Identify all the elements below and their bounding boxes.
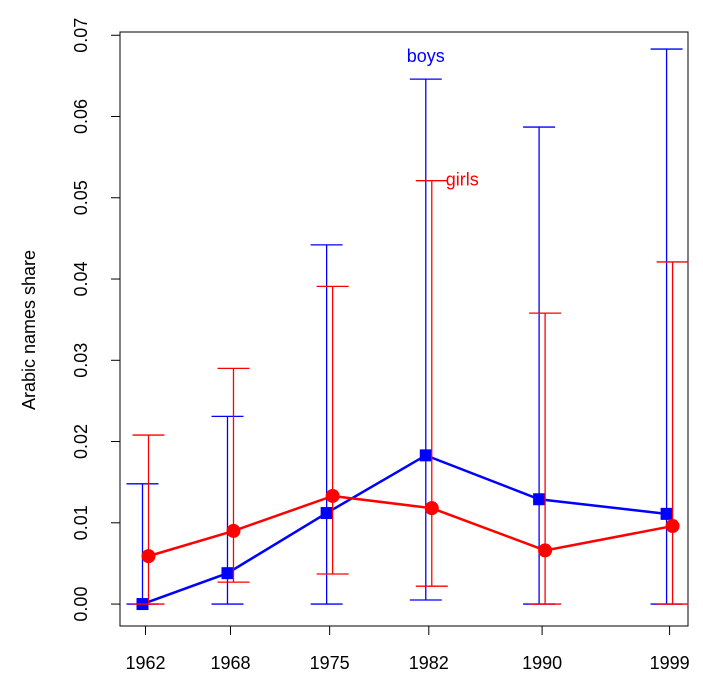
x-tick-label: 1968 [210,653,250,673]
y-tick-label: 0.02 [71,424,91,459]
point [141,549,156,564]
x-tick-label: 1999 [650,653,690,673]
y-tick-label: 0.06 [71,99,91,134]
x-tick-label: 1982 [409,653,449,673]
y-tick-label: 0.00 [71,587,91,622]
x-tick-label: 1990 [522,653,562,673]
point [320,507,333,520]
y-tick-label: 0.07 [71,18,91,53]
point [419,449,432,462]
point [325,488,340,503]
plot-box [119,31,689,627]
point [538,543,553,558]
y-axis-label: Arabic names share [19,250,39,410]
y-tick-label: 0.05 [71,180,91,215]
point [660,507,673,520]
series-line [142,453,667,606]
point [221,567,234,580]
y-tick-label: 0.04 [71,262,91,297]
x-tick-label: 1975 [310,653,350,673]
y-tick-label: 0.01 [71,505,91,540]
point [226,523,241,538]
point [424,501,439,516]
series-label: boys [407,46,445,66]
series-line [148,494,673,558]
x-tick-label: 1962 [125,653,165,673]
series-label: girls [446,169,479,189]
y-tick-label: 0.03 [71,343,91,378]
point [665,519,680,534]
point [533,493,546,506]
